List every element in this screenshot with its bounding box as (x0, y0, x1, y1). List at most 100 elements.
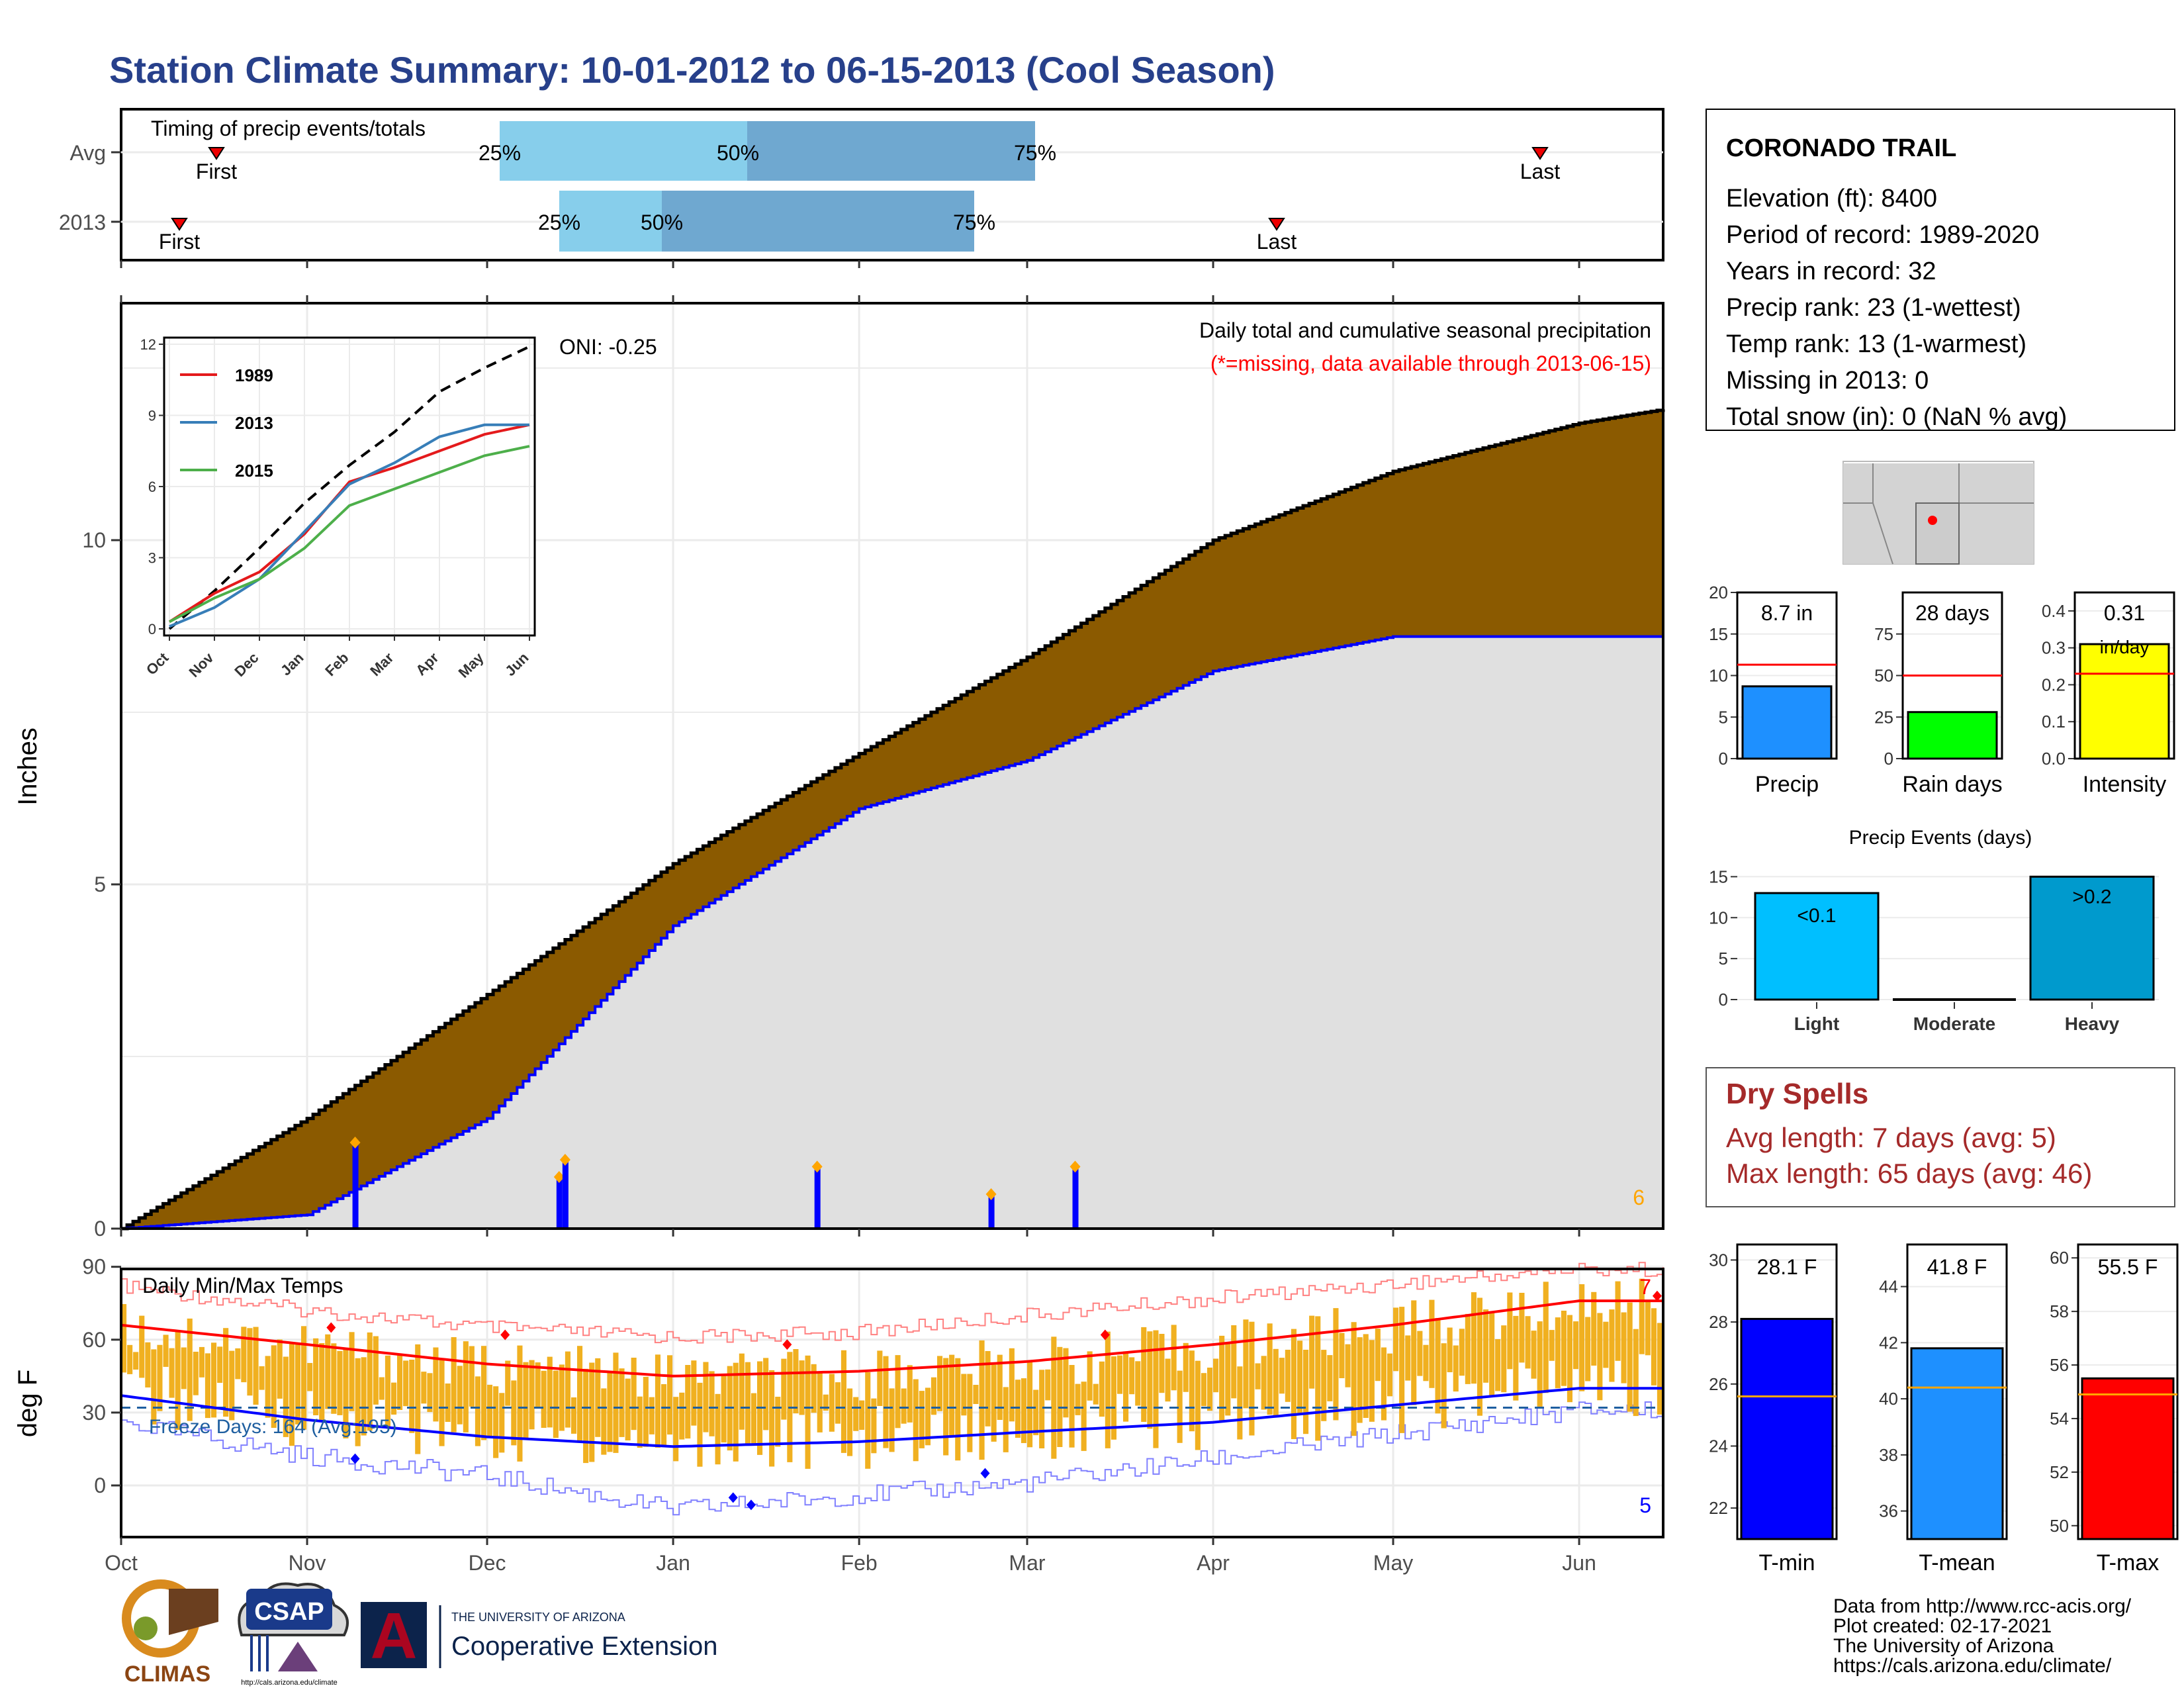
temp-range-bar (913, 1379, 919, 1462)
temp-range-bar (1057, 1346, 1063, 1447)
temps-y-tick: 30 (82, 1401, 106, 1425)
temp-range-bar (1195, 1360, 1201, 1450)
intensity-unit-label: in/day (2100, 637, 2150, 657)
temp-range-bar (571, 1397, 577, 1434)
temp-range-bar (715, 1393, 721, 1465)
temp-range-bar (433, 1347, 439, 1422)
temp-range-bar (997, 1354, 1003, 1420)
temp-range-bar (421, 1372, 427, 1404)
temp-range-bar (1501, 1325, 1507, 1393)
raindays-bar (1907, 711, 1998, 760)
temp-range-bar (745, 1362, 751, 1444)
daily-precip-bar (562, 1160, 569, 1229)
temp-range-bar (1465, 1313, 1471, 1384)
ua-logo: A THE UNIVERSITY OF ARIZONA Cooperative … (361, 1599, 717, 1672)
temp-range-bar (721, 1376, 727, 1443)
temp-range-bar (769, 1370, 775, 1467)
temp-range-bar (307, 1363, 313, 1391)
temps-y-tick: 0 (94, 1474, 106, 1497)
temp-range-bar (739, 1353, 745, 1430)
temp-range-bar (1303, 1350, 1309, 1434)
temp-range-bar (121, 1304, 127, 1373)
tbar-y-tick: 22 (1709, 1498, 1728, 1518)
record-markers (326, 1290, 1662, 1511)
temp-range-bar (967, 1374, 973, 1452)
temp-range-bar (601, 1388, 607, 1455)
temp-range-bar (1009, 1348, 1015, 1422)
inset-legend-2015: 2015 (235, 461, 273, 481)
temp-range-bar (1405, 1335, 1411, 1381)
temp-range-bar (283, 1356, 289, 1437)
daily-temp-range-bars (121, 1278, 1664, 1469)
temp-range-bar (391, 1382, 397, 1415)
temp-range-bar (1351, 1322, 1357, 1436)
temp-range-bar (475, 1376, 480, 1446)
temps-bottom-count: 5 (1639, 1493, 1651, 1517)
precip-y-tick: 0 (94, 1217, 106, 1241)
svg-text:CSAP: CSAP (254, 1598, 324, 1626)
temp-range-bar (1639, 1278, 1645, 1354)
temp-range-bar (1123, 1351, 1129, 1422)
month-axis: Oct Nov Dec Jan Feb Mar Apr May Jun (105, 260, 1596, 1575)
month-tick-label: Jan (656, 1551, 690, 1575)
events-title: Precip Events (days) (1849, 827, 2032, 849)
daily-precip-bar (556, 1177, 563, 1229)
temp-range-bar (607, 1370, 613, 1452)
temp-range-bar (1309, 1315, 1315, 1389)
temp-range-bar (1129, 1357, 1135, 1395)
mini-y-tick: 10 (1709, 666, 1728, 686)
temp-range-bar (445, 1383, 451, 1422)
temp-range-bar (313, 1338, 319, 1415)
inset-legend-1989: 1989 (235, 365, 273, 385)
temp-range-bar (1633, 1329, 1639, 1417)
temp-range-bar (145, 1342, 151, 1387)
csap-logo: CSAP http://cals.arizona.edu/climate (238, 1582, 349, 1687)
temp-range-bar (1609, 1309, 1615, 1382)
temp-range-bar (547, 1356, 553, 1428)
mini-y-tick: 0.1 (2042, 712, 2066, 731)
events-heavy-value: >0.2 (2072, 886, 2111, 908)
year-p25-label: 25% (538, 211, 580, 234)
temp-range-bar (205, 1353, 210, 1419)
events-y-tick: 10 (1709, 908, 1728, 927)
temp-range-bar (1075, 1383, 1081, 1415)
temp-range-bar (1249, 1321, 1255, 1436)
temp-range-bar (289, 1344, 295, 1446)
freeze-days-label: Freeze Days: 164 (Avg:195) (149, 1416, 397, 1438)
mini-y-tick: 0 (1884, 749, 1893, 769)
inset-y-tick: 12 (140, 336, 156, 353)
temps-y-label: deg F (13, 1370, 42, 1437)
summary-bars: 0 5 10 15 20 8.7 in Precip 0 25 50 75 28 days Rain d… (1709, 583, 2175, 797)
month-tick-label: Apr (1197, 1551, 1230, 1575)
tbar-y-tick: 40 (1879, 1389, 1898, 1409)
temp-range-bar (1489, 1312, 1495, 1397)
temp-range-bar (649, 1397, 655, 1434)
temp-range-bar (355, 1358, 361, 1446)
station-elevation: Elevation (ft): 8400 (1726, 185, 1937, 212)
record-min-line (121, 1401, 1664, 1516)
events-bar-heavy (2029, 875, 2155, 1001)
temp-range-bar (1495, 1339, 1501, 1391)
temp-range-bar (373, 1336, 379, 1405)
credit-line-4: https://cals.arizona.edu/climate/ (1833, 1655, 2112, 1677)
tmax-bar (2081, 1377, 2175, 1540)
temp-range-bar (1291, 1329, 1297, 1439)
temp-range-bar (367, 1332, 373, 1431)
tbar-y-tick: 54 (2050, 1409, 2069, 1429)
month-tick-label: Nov (289, 1551, 326, 1575)
avg-p25-label: 25% (478, 141, 521, 165)
temp-range-bar (1237, 1366, 1243, 1440)
temp-range-bar (985, 1351, 991, 1427)
events-y-tick: 5 (1719, 949, 1728, 968)
temp-range-bar (805, 1355, 811, 1469)
tbar-y-tick: 58 (2050, 1301, 2069, 1321)
station-info-box: CORONADO TRAIL Elevation (ft): 8400 Peri… (1706, 109, 2175, 431)
year-p75-label: 75% (953, 211, 995, 234)
daily-precip-bar (352, 1143, 359, 1229)
climas-logo: CLIMAS (122, 1579, 218, 1687)
temp-range-bar (1549, 1330, 1555, 1361)
avg-p75-label: 75% (1014, 141, 1056, 165)
temp-range-bar (319, 1343, 325, 1421)
events-x-label: Heavy (2065, 1013, 2120, 1034)
